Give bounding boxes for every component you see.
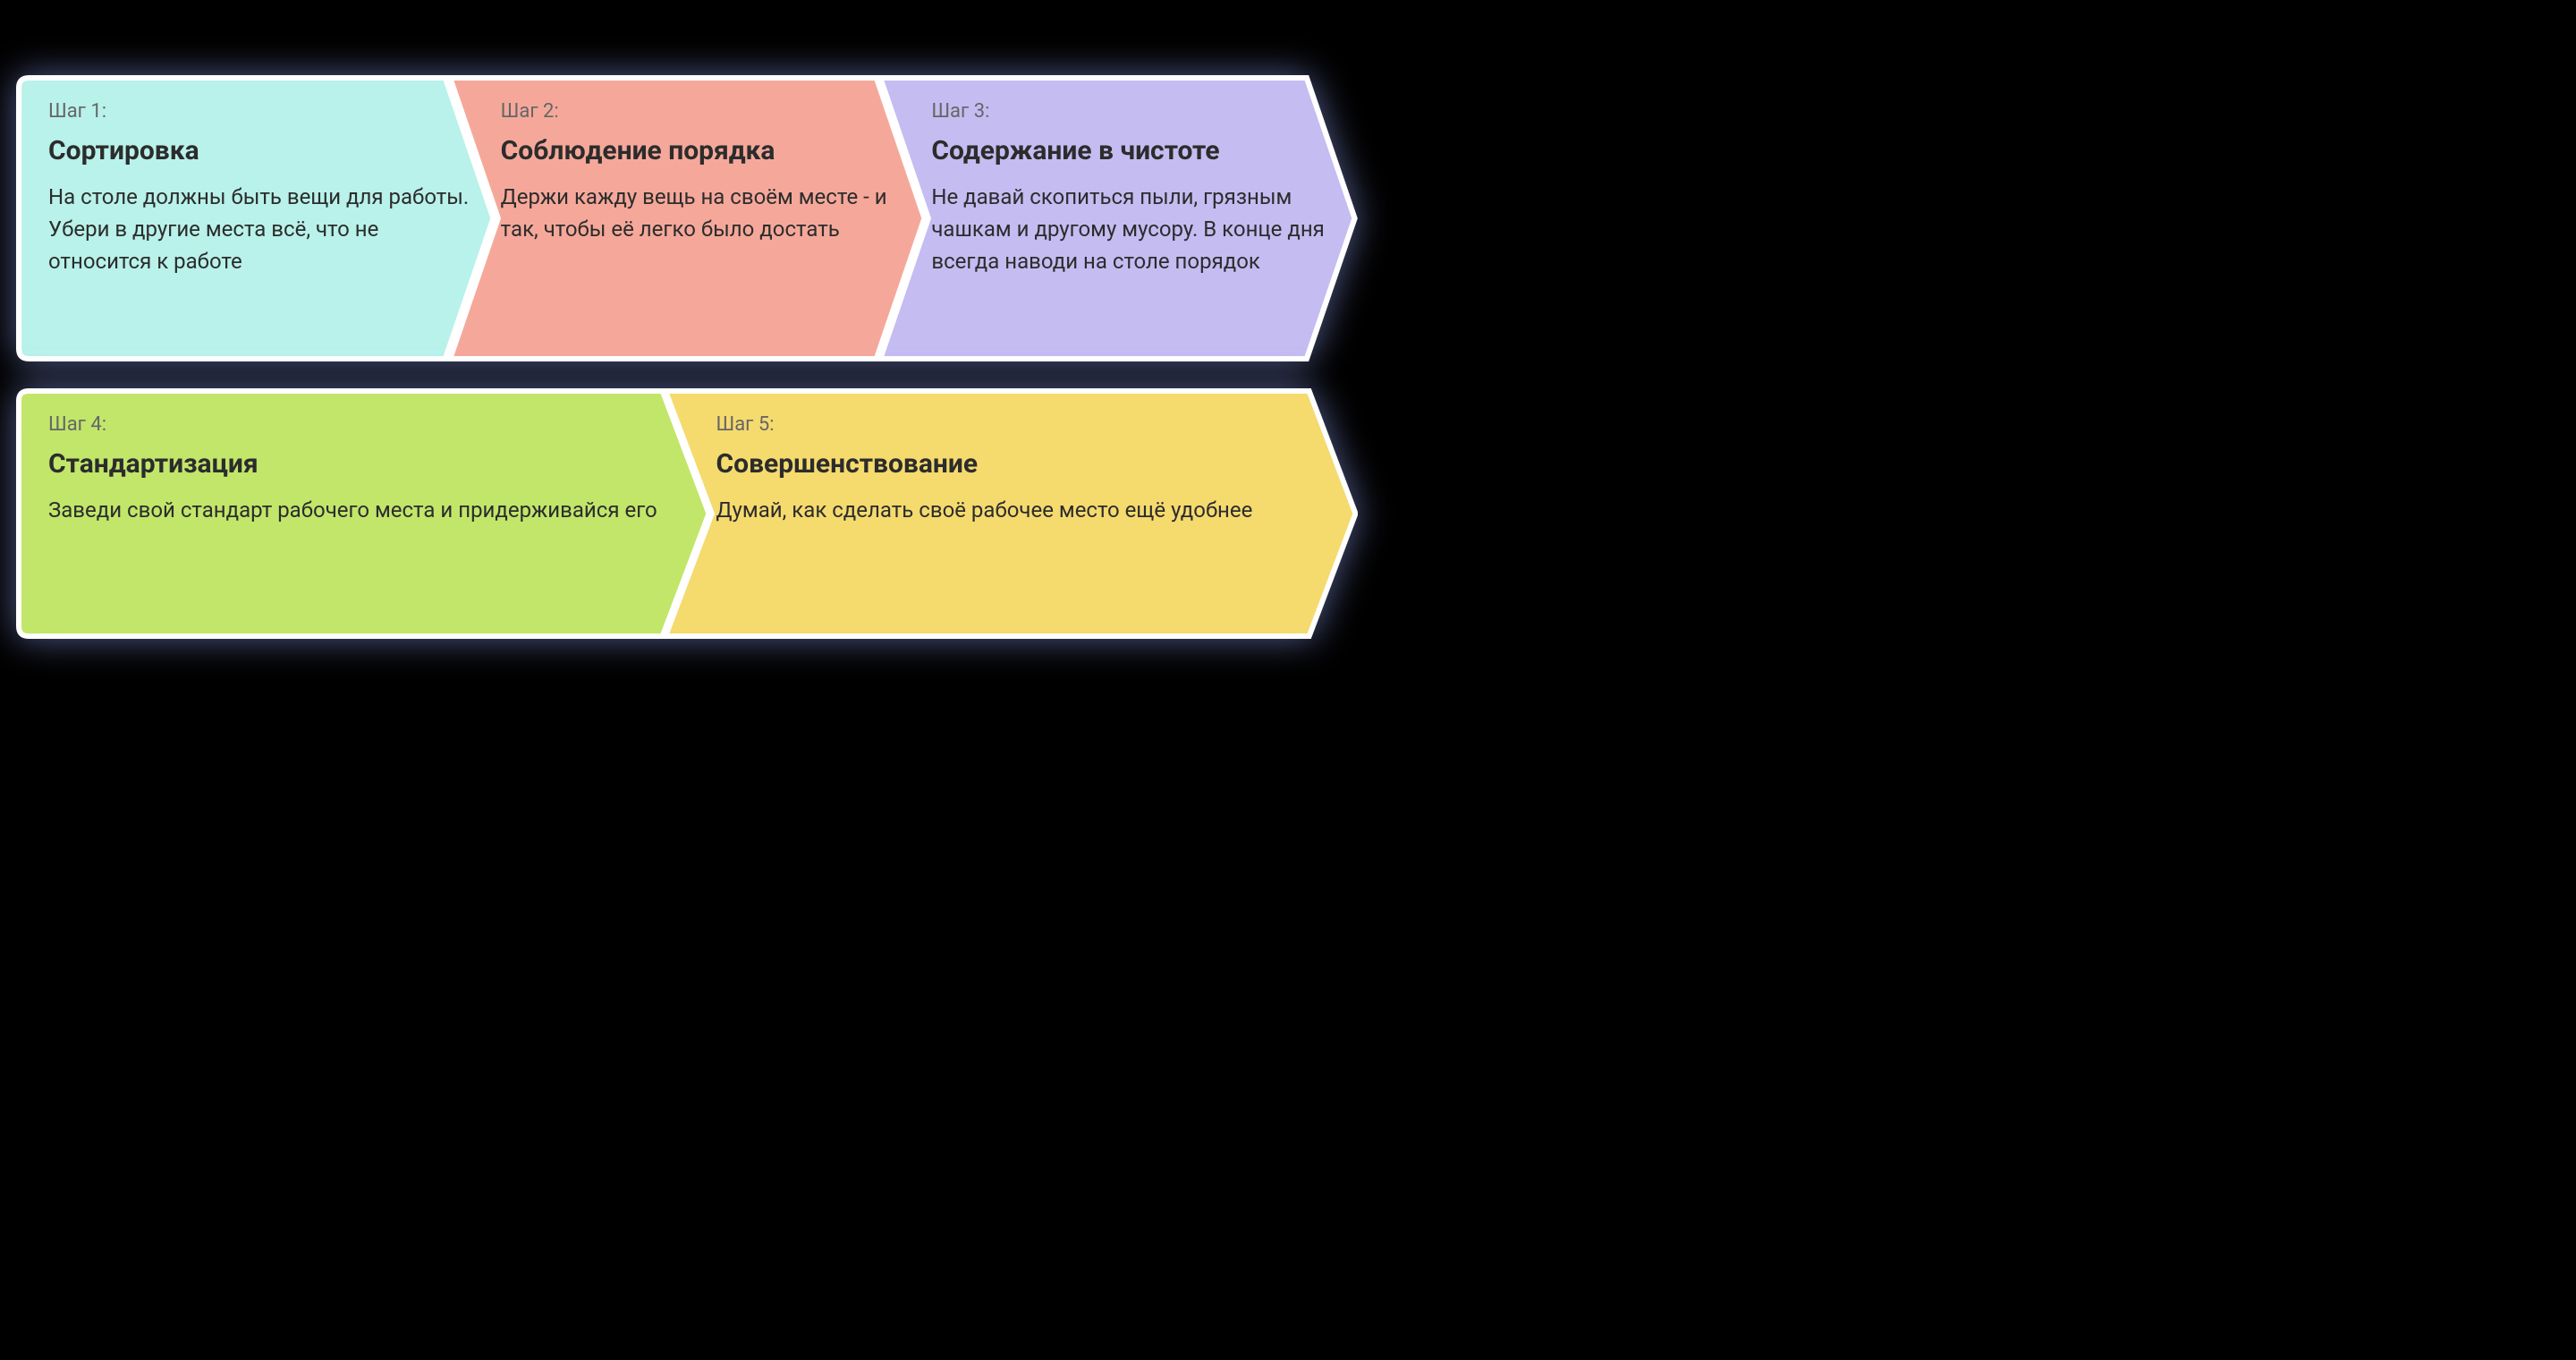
step-content: Шаг 1: Сортировка На столе должны быть в… [43, 100, 470, 340]
chevron-step-5: Шаг 5: Совершенствование Думай, как сдел… [663, 388, 1359, 639]
step-content: Шаг 4: Стандартизация Заведи свой станда… [43, 413, 685, 617]
step-title: Соблюдение порядка [501, 135, 901, 166]
chevron-step-2: Шаг 2: Соблюдение порядка Держи кажду ве… [447, 75, 928, 361]
chevron-step-1: Шаг 1: Сортировка На столе должны быть в… [16, 75, 496, 361]
step-content: Шаг 3: Содержание в чистоте Не давай ско… [904, 100, 1331, 340]
step-title: Стандартизация [48, 448, 685, 480]
chevron-step-3: Шаг 3: Содержание в чистоте Не давай ско… [877, 75, 1358, 361]
step-desc: Думай, как сделать своё рабочее место ещ… [716, 494, 1332, 526]
step-content: Шаг 2: Соблюдение порядка Держи кажду ве… [474, 100, 901, 340]
step-content: Шаг 5: Совершенствование Думай, как сдел… [690, 413, 1332, 617]
step-label: Шаг 2: [501, 100, 901, 123]
process-chevron-diagram: Шаг 1: Сортировка На столе должны быть в… [16, 75, 1358, 639]
step-title: Сортировка [48, 135, 470, 166]
step-title: Содержание в чистоте [931, 135, 1331, 166]
step-label: Шаг 4: [48, 413, 685, 436]
step-desc: Держи кажду вещь на своём месте - и так,… [501, 181, 901, 245]
step-label: Шаг 1: [48, 100, 470, 123]
chevron-row-2: Шаг 4: Стандартизация Заведи свой станда… [16, 388, 1358, 639]
step-desc: Не давай скопиться пыли, грязным чашкам … [931, 181, 1331, 277]
step-label: Шаг 3: [931, 100, 1331, 123]
chevron-row-1: Шаг 1: Сортировка На столе должны быть в… [16, 75, 1358, 361]
step-desc: На столе должны быть вещи для работы. Уб… [48, 181, 470, 277]
step-desc: Заведи свой стандарт рабочего места и пр… [48, 494, 685, 526]
chevron-step-4: Шаг 4: Стандартизация Заведи свой станда… [16, 388, 712, 639]
step-label: Шаг 5: [716, 413, 1332, 436]
step-title: Совершенствование [716, 448, 1332, 480]
